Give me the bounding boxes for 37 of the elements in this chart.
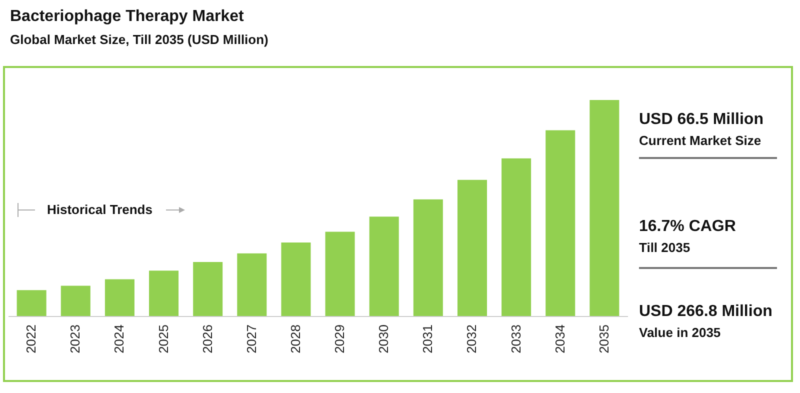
x-tick-label: 2026: [200, 324, 215, 354]
x-tick-label: 2025: [156, 324, 171, 354]
x-tick-label: 2034: [552, 324, 568, 354]
bar: [60, 286, 90, 316]
x-tick-label: 2029: [332, 324, 348, 354]
bar: [546, 130, 576, 316]
chart-title: Bacteriophage Therapy Market: [10, 8, 244, 26]
text: Current Market Size: [639, 133, 762, 148]
x-tick-label: 2028: [288, 324, 303, 354]
text: USD 266.8 Million: [639, 303, 772, 321]
bar: [281, 242, 311, 316]
bar: [104, 279, 134, 316]
text: Till 2035: [639, 240, 690, 255]
bar: [502, 158, 532, 316]
bar: [193, 262, 223, 316]
x-tick-label: 2024: [112, 324, 127, 354]
bar: [413, 199, 443, 316]
x-tick-label: 2031: [420, 324, 436, 354]
bar: [149, 270, 179, 316]
text: USD 66.5 Million: [639, 111, 764, 129]
text: Value in 2035: [639, 325, 721, 340]
bar: [237, 253, 267, 316]
bar: [457, 180, 487, 316]
chart-subtitle: Global Market Size, Till 2035 (USD Million): [10, 32, 268, 47]
x-tick-label: 2030: [376, 324, 392, 354]
x-tick-label: 2035: [596, 324, 612, 354]
annotation: Historical Trends: [47, 202, 152, 217]
bar: [325, 232, 355, 316]
x-tick-label: 2027: [244, 324, 259, 354]
x-tick-label: 2032: [464, 324, 480, 354]
bar: [590, 100, 620, 316]
bar: [369, 216, 399, 316]
bar: [16, 290, 46, 316]
x-tick-label: 2022: [24, 324, 39, 354]
text: 16.7% CAGR: [639, 218, 736, 236]
x-tick-label: 2033: [508, 324, 524, 354]
x-tick-label: 2023: [68, 324, 83, 354]
